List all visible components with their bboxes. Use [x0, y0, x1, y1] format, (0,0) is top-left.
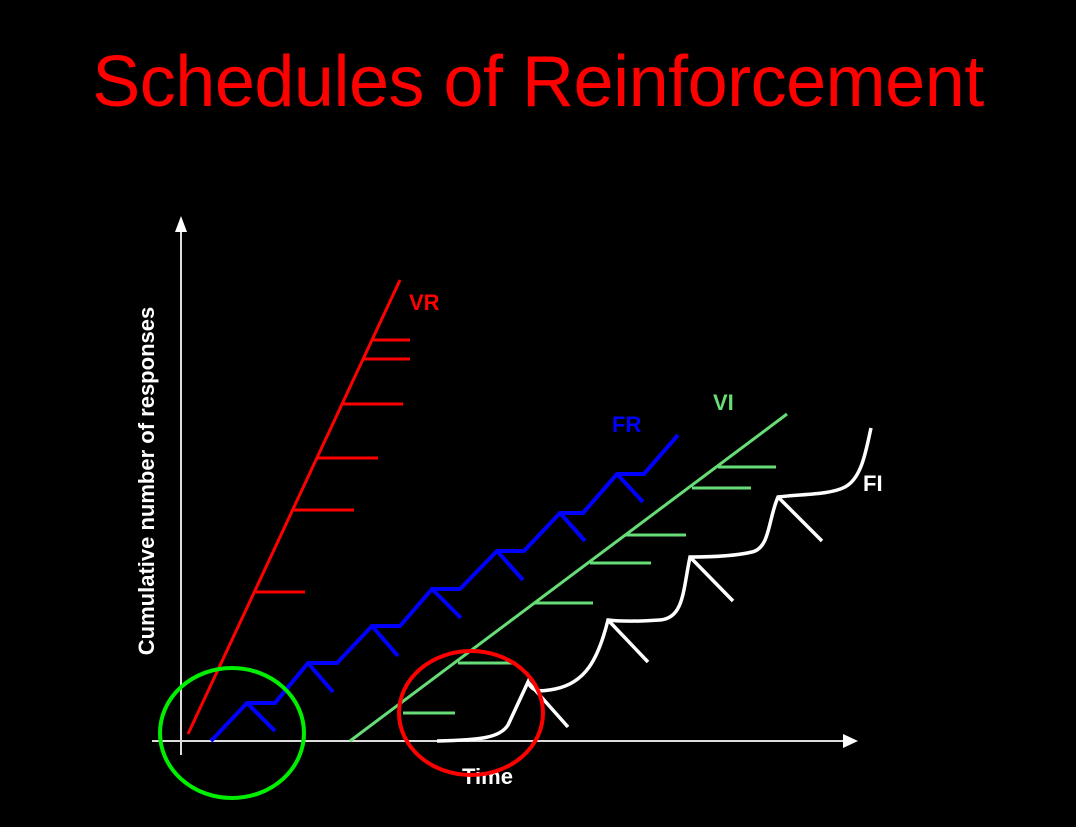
red-highlight-circle	[397, 649, 545, 777]
fr-series	[209, 433, 680, 743]
y-axis-arrow-icon	[175, 216, 187, 232]
slide-title: Schedules of Reinforcement	[92, 42, 984, 122]
fr-label: FR	[612, 412, 641, 437]
x-axis	[152, 734, 858, 748]
vr-label: VR	[409, 290, 440, 315]
x-axis-arrow-icon	[843, 734, 858, 748]
vr-series	[186, 279, 410, 735]
y-axis	[175, 216, 187, 755]
vi-series	[349, 412, 788, 743]
vi-label: VI	[713, 390, 734, 415]
fi-series	[436, 427, 873, 743]
fi-label: FI	[863, 471, 883, 496]
y-axis-label: Cumulative number of responses	[134, 307, 159, 655]
green-highlight-circle	[158, 666, 306, 800]
